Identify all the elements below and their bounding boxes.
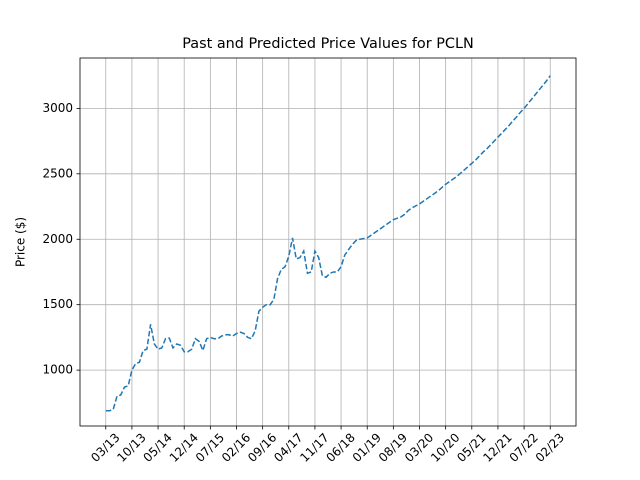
chart-title: Past and Predicted Price Values for PCLN bbox=[182, 36, 473, 52]
y-tick-label: 2000 bbox=[42, 232, 73, 246]
x-tick-label: 07/22 bbox=[507, 430, 541, 464]
x-tick-label: 03/13 bbox=[88, 430, 122, 464]
x-tick-label: 06/18 bbox=[324, 430, 358, 464]
x-tick-label: 12/14 bbox=[167, 430, 201, 464]
x-tick-label: 03/20 bbox=[402, 430, 436, 464]
plot-frame bbox=[79, 57, 577, 427]
x-tick-label: 05/14 bbox=[141, 430, 175, 464]
x-tick-label: 02/23 bbox=[533, 430, 567, 464]
x-tick-label: 12/21 bbox=[480, 430, 514, 464]
y-tick-label: 1000 bbox=[42, 363, 73, 377]
x-tick-label: 05/21 bbox=[454, 430, 488, 464]
y-axis-label: Price ($) bbox=[14, 217, 28, 267]
x-tick-label: 11/17 bbox=[297, 430, 331, 464]
y-tick-label: 1500 bbox=[42, 297, 73, 311]
y-tick-label: 2500 bbox=[42, 166, 73, 180]
y-tick-label: 3000 bbox=[42, 101, 73, 115]
x-tick-label: 09/16 bbox=[245, 430, 279, 464]
price-line bbox=[105, 75, 551, 412]
x-tick-label: 02/16 bbox=[219, 430, 253, 464]
x-tick-label: 10/13 bbox=[114, 430, 148, 464]
x-tick-label: 10/20 bbox=[428, 430, 462, 464]
x-tick-label: 07/15 bbox=[193, 430, 227, 464]
x-tick-label: 08/19 bbox=[376, 430, 410, 464]
x-tick-label: 01/19 bbox=[350, 430, 384, 464]
x-tick-label: 04/17 bbox=[271, 430, 305, 464]
